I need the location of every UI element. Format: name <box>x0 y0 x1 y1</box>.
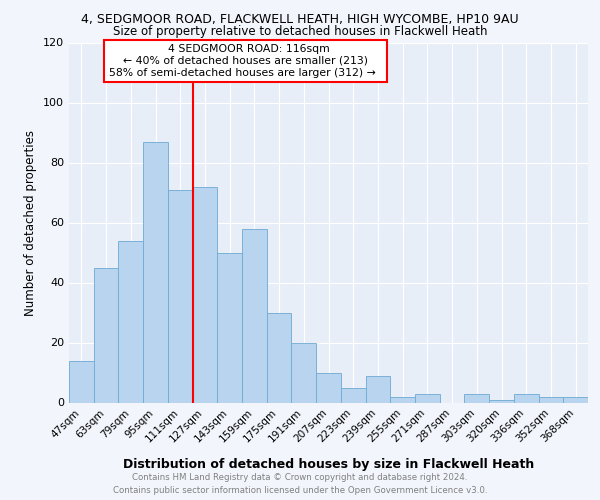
Text: 4 SEDGMOOR ROAD: 116sqm
← 40% of detached houses are smaller (213)
58% of semi-d: 4 SEDGMOOR ROAD: 116sqm ← 40% of detache… <box>109 44 382 78</box>
X-axis label: Distribution of detached houses by size in Flackwell Heath: Distribution of detached houses by size … <box>123 458 534 471</box>
Bar <box>563 396 588 402</box>
Text: 4, SEDGMOOR ROAD, FLACKWELL HEATH, HIGH WYCOMBE, HP10 9AU: 4, SEDGMOOR ROAD, FLACKWELL HEATH, HIGH … <box>81 12 519 26</box>
Text: Size of property relative to detached houses in Flackwell Heath: Size of property relative to detached ho… <box>113 25 487 38</box>
Text: Contains HM Land Registry data © Crown copyright and database right 2024.
Contai: Contains HM Land Registry data © Crown c… <box>113 474 487 495</box>
Bar <box>69 360 94 403</box>
Bar <box>168 190 193 402</box>
Bar <box>489 400 514 402</box>
Bar <box>316 372 341 402</box>
Bar <box>267 312 292 402</box>
Bar <box>242 228 267 402</box>
Y-axis label: Number of detached properties: Number of detached properties <box>25 130 37 316</box>
Bar <box>143 142 168 402</box>
Bar <box>292 342 316 402</box>
Bar <box>341 388 365 402</box>
Bar <box>539 396 563 402</box>
Bar <box>193 186 217 402</box>
Bar <box>118 240 143 402</box>
Bar <box>514 394 539 402</box>
Bar <box>464 394 489 402</box>
Bar <box>365 376 390 402</box>
Bar <box>415 394 440 402</box>
Bar <box>94 268 118 402</box>
Bar <box>390 396 415 402</box>
Bar <box>217 252 242 402</box>
